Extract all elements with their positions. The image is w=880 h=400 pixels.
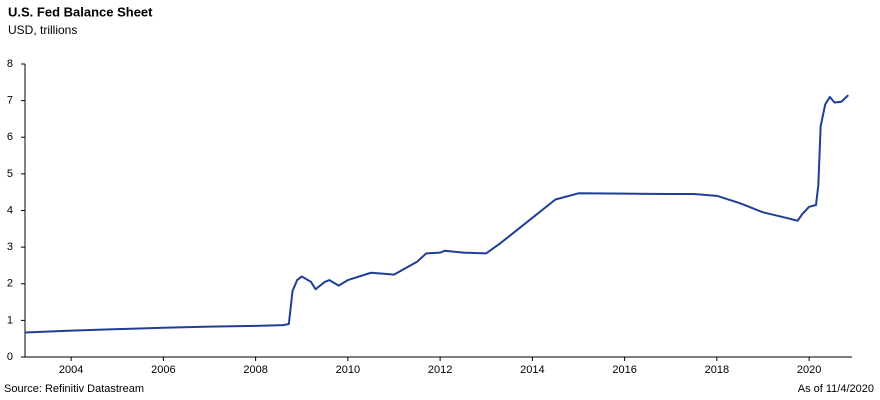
as-of-note: As of 11/4/2020 xyxy=(798,383,874,395)
line-series xyxy=(24,94,849,334)
y-tick-label: 2 xyxy=(7,278,13,290)
x-tick-label: 2016 xyxy=(612,364,636,376)
chart-subtitle: USD, trillions xyxy=(8,23,77,37)
y-tick-label: 1 xyxy=(7,314,13,326)
x-tick-label: 2008 xyxy=(243,364,267,376)
x-tick-label: 2010 xyxy=(336,364,360,376)
y-tick-label: 7 xyxy=(7,95,13,107)
y-tick-label: 4 xyxy=(7,204,13,216)
y-tick-label: 8 xyxy=(7,58,13,70)
chart-title: U.S. Fed Balance Sheet xyxy=(8,4,153,19)
x-tick-label: 2020 xyxy=(797,364,821,376)
x-tick-label: 2006 xyxy=(151,364,175,376)
y-tick-label: 0 xyxy=(7,351,13,363)
x-tick-label: 2004 xyxy=(59,364,83,376)
x-tick-label: 2014 xyxy=(520,364,544,376)
y-tick-label: 6 xyxy=(7,131,13,143)
x-tick-label: 2018 xyxy=(705,364,729,376)
y-tick-label: 3 xyxy=(7,241,13,253)
source: Source: Refinitiv Datastream xyxy=(4,383,144,395)
y-tick-label: 5 xyxy=(7,168,13,180)
x-tick-label: 2012 xyxy=(428,364,452,376)
